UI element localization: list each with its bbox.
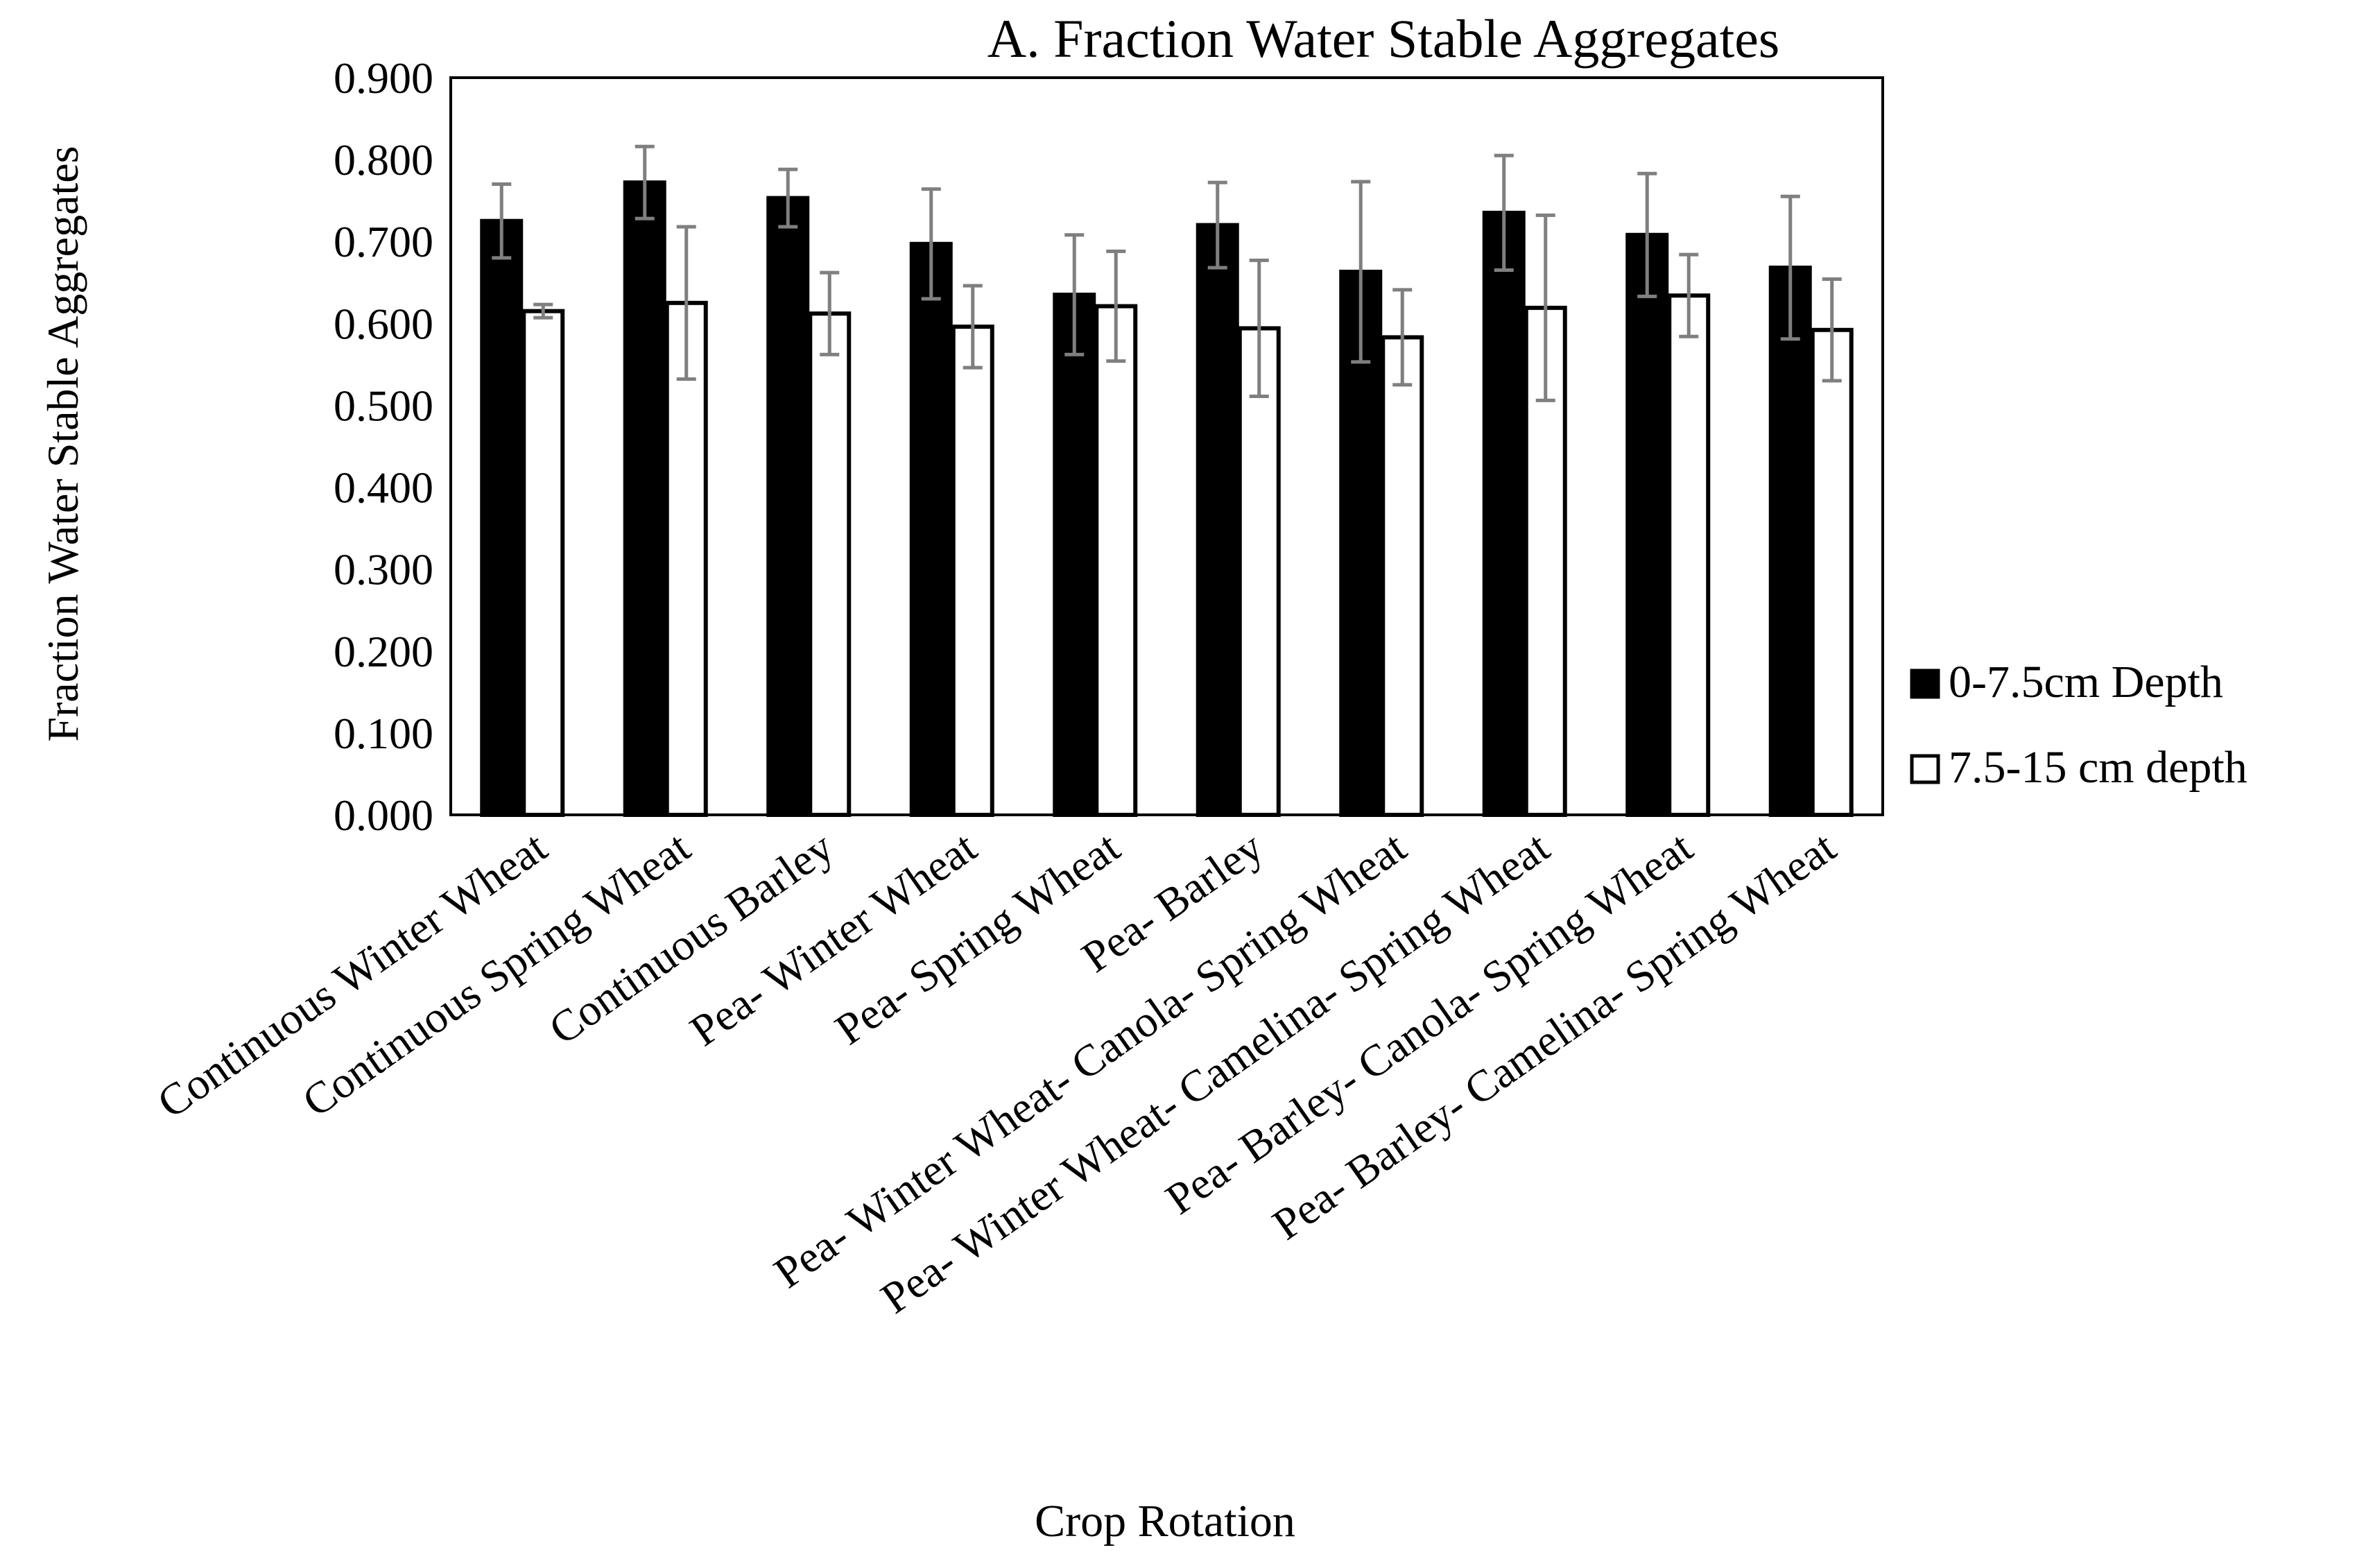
bar <box>1810 327 1854 817</box>
error-bar <box>1106 249 1126 363</box>
bar <box>1237 326 1281 818</box>
y-tick-label: 0.800 <box>334 135 433 184</box>
y-tick-label: 0.000 <box>334 791 433 840</box>
y-tick-label: 0.300 <box>334 545 433 594</box>
error-bar <box>778 167 798 229</box>
error-bar <box>1207 180 1227 270</box>
y-tick-label: 0.900 <box>334 53 433 103</box>
error-bar <box>676 225 696 381</box>
legend-swatch <box>1910 754 1940 784</box>
error-bar <box>635 144 655 221</box>
bar <box>1053 292 1096 817</box>
bar <box>909 241 953 817</box>
bar <box>1196 223 1239 818</box>
bar <box>1768 266 1812 818</box>
y-axis-ticks: 0.000 0.100 0.200 0.300 0.400 0.500 0.600 0.700… <box>334 53 433 840</box>
error-bar <box>1535 213 1555 402</box>
error-bar <box>921 187 941 301</box>
y-tick-label: 0.100 <box>334 709 433 758</box>
chart-title: A. Fraction Water Stable Aggregates <box>987 8 1779 69</box>
error-bar <box>1637 171 1657 298</box>
error-bar <box>1392 288 1413 387</box>
legend-label: 7.5-15 cm depth <box>1949 742 2247 793</box>
bars <box>480 144 1854 818</box>
legend: 0-7.5cm Depth 7.5-15 cm depth <box>1910 657 2247 793</box>
error-bar <box>1822 277 1842 383</box>
bar <box>1094 304 1138 817</box>
bar <box>1482 210 1526 817</box>
error-bar <box>963 284 983 370</box>
bar <box>664 300 708 817</box>
y-tick-label: 0.500 <box>334 381 433 430</box>
plot-area <box>449 76 1884 816</box>
bar <box>480 218 524 817</box>
y-tick-label: 0.400 <box>334 463 433 512</box>
x-axis-label: Crop Rotation <box>1035 1496 1295 1547</box>
legend-swatch <box>1910 669 1940 699</box>
legend-label: 0-7.5cm Depth <box>1949 657 2223 707</box>
error-bar <box>1780 194 1800 341</box>
error-bar <box>492 182 512 260</box>
error-bar <box>1351 180 1371 364</box>
error-bar <box>1249 258 1269 398</box>
y-axis-label: Fraction Water Stable Aggregates <box>38 146 87 741</box>
y-tick-label: 0.600 <box>334 299 433 348</box>
bar <box>1667 293 1711 818</box>
bar <box>951 325 994 817</box>
error-bar <box>1064 233 1085 356</box>
legend-item: 7.5-15 cm depth <box>1910 742 2247 793</box>
bar <box>808 311 852 818</box>
y-tick-label: 0.200 <box>334 627 433 676</box>
error-bar <box>820 270 840 356</box>
error-bar <box>533 302 553 320</box>
legend-item: 0-7.5cm Depth <box>1910 657 2223 707</box>
error-bar <box>1494 153 1514 273</box>
bar <box>521 309 565 818</box>
bar <box>766 196 810 817</box>
bar <box>1381 335 1424 817</box>
bar <box>1625 232 1669 818</box>
y-tick-label: 0.700 <box>334 217 433 266</box>
error-bar <box>1679 252 1699 338</box>
bar <box>623 180 666 817</box>
